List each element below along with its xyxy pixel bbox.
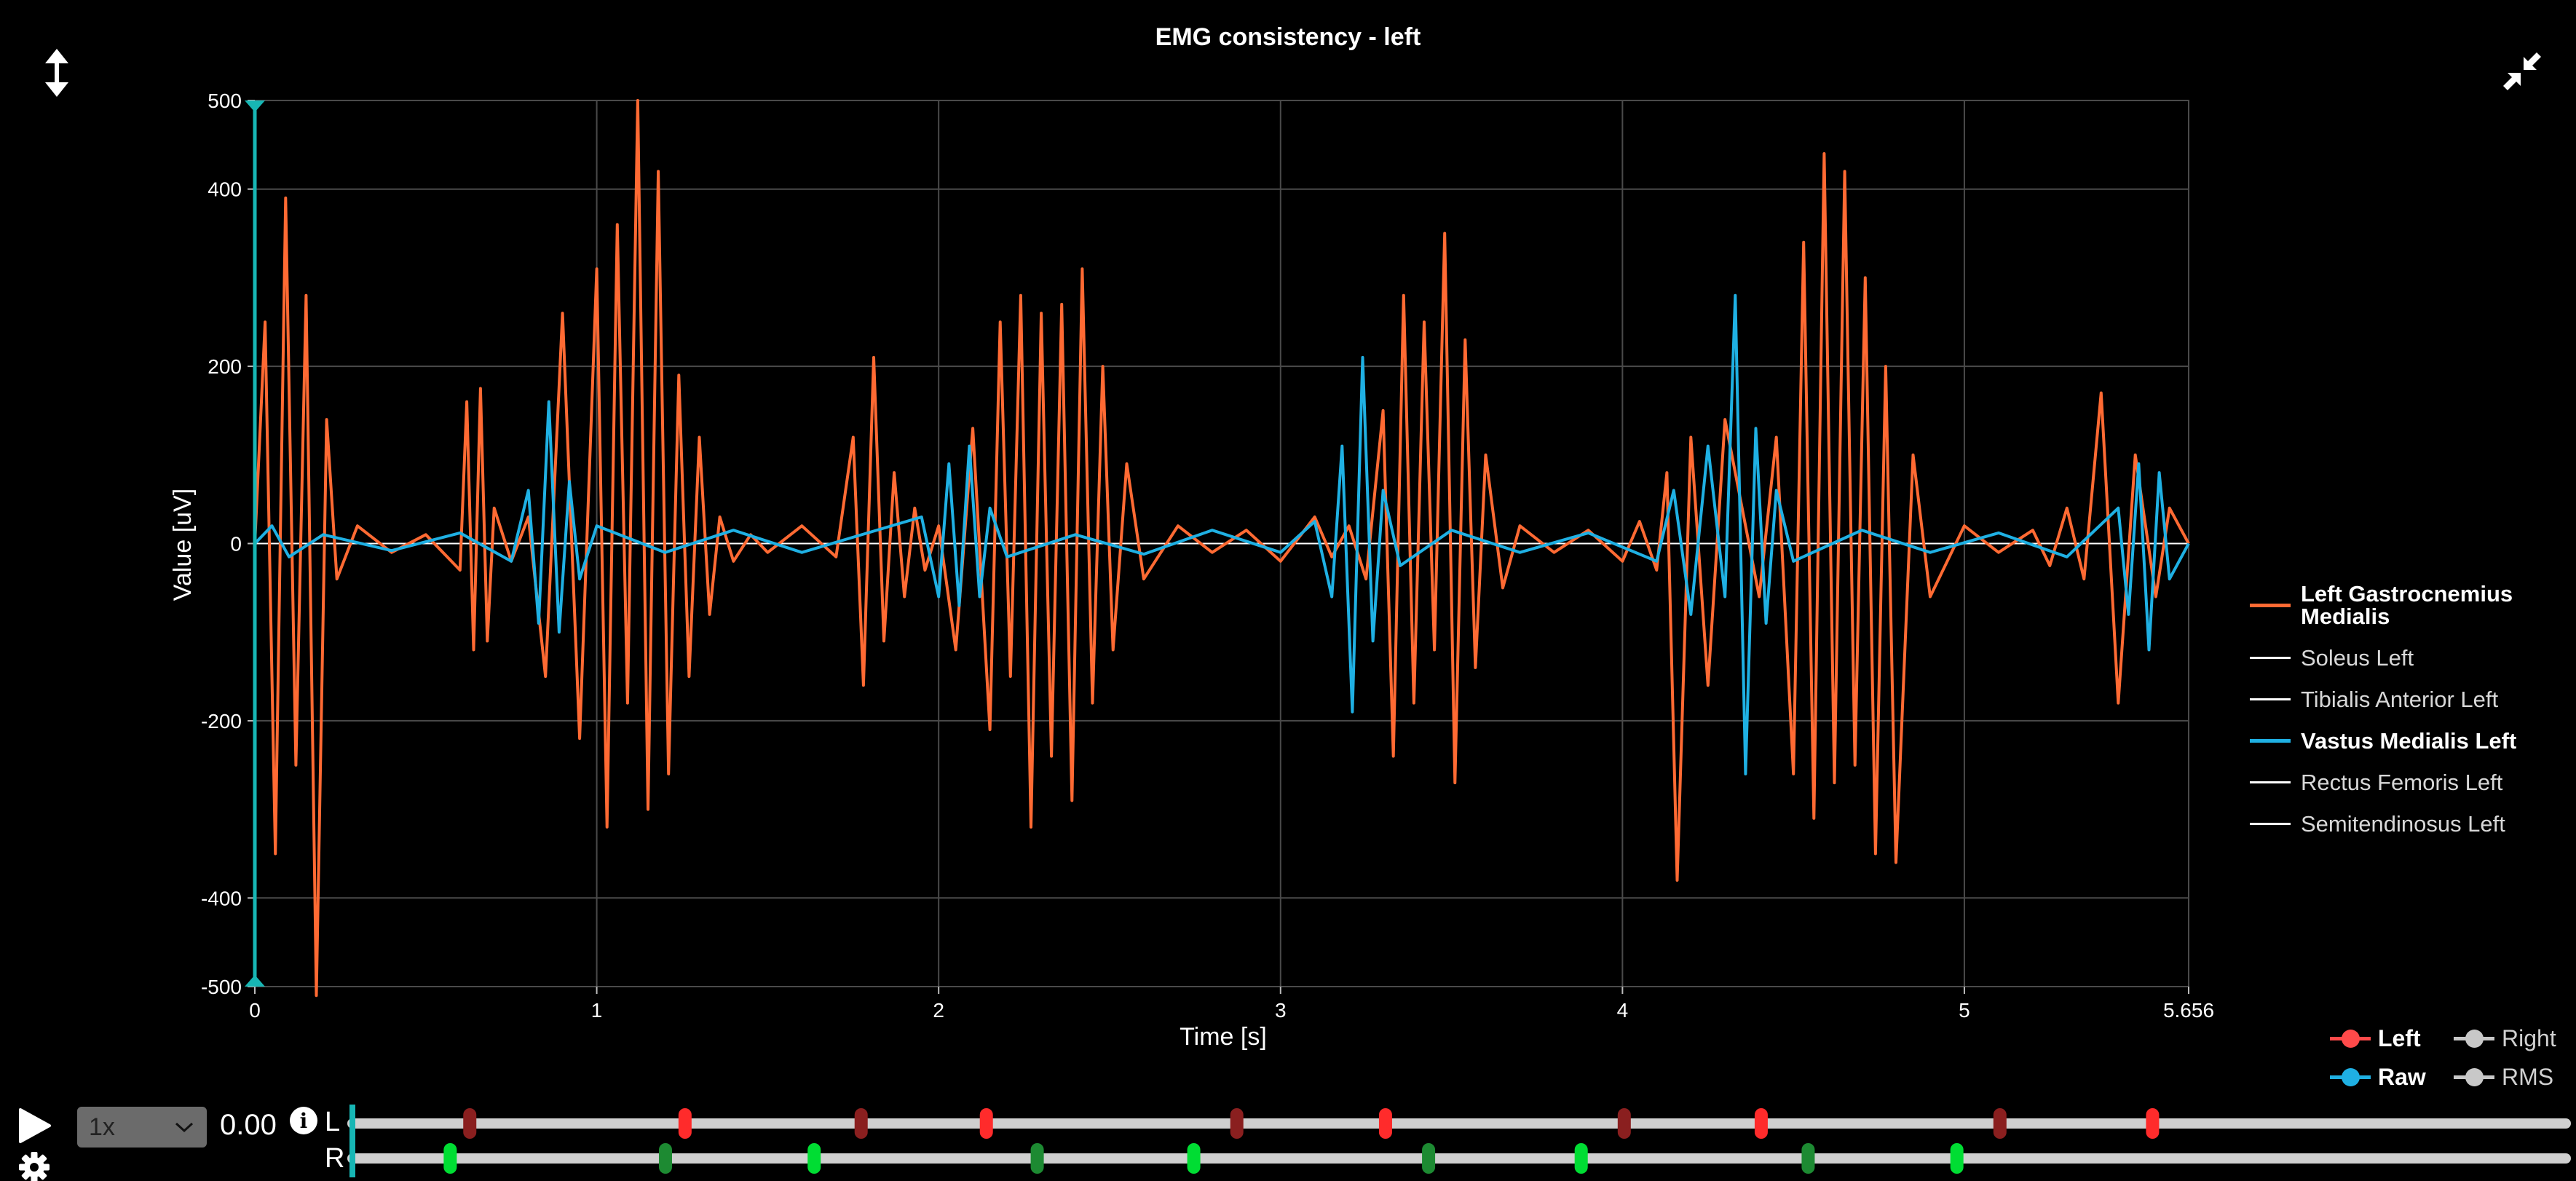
legend-swatch [2250, 739, 2291, 743]
series-line-left-gastrocnemius-medialis [253, 99, 2190, 998]
axes: 0 1 2 3 4 5 5.656 -500 -400 -200 0 200 400 500 [201, 90, 2214, 1022]
left-step-marker[interactable] [678, 1108, 692, 1139]
x-axis-label: Time [s] [1180, 1023, 1267, 1051]
right-step-marker[interactable] [658, 1143, 672, 1174]
mode-legend: Left Right Raw RMS [2330, 1025, 2570, 1091]
mode-label-right: Right [2502, 1025, 2556, 1051]
series-lines [253, 99, 2190, 998]
left-step-marker[interactable] [2146, 1108, 2160, 1139]
legend-label: Soleus Left [2301, 645, 2414, 671]
right-step-marker[interactable] [1801, 1143, 1815, 1174]
legend-item-semitendinosus[interactable]: Semitendinosus Left [2250, 813, 2570, 835]
y-tick-label: 0 [230, 533, 242, 556]
legend-swatch [2250, 698, 2291, 700]
chevron-down-icon [175, 1122, 194, 1133]
legend-swatch [2250, 657, 2291, 659]
left-step-marker[interactable] [1754, 1108, 1768, 1139]
playback-speed-select[interactable]: 1x [77, 1107, 207, 1148]
left-step-marker[interactable] [854, 1108, 868, 1139]
left-step-marker[interactable] [1230, 1108, 1244, 1139]
right-step-marker[interactable] [1030, 1143, 1044, 1174]
y-tick-label: -500 [201, 976, 242, 998]
y-tick-label: -200 [201, 710, 242, 732]
mode-label-left: Left [2378, 1025, 2421, 1051]
track-left-label: L [325, 1107, 341, 1137]
mode-line [2330, 1068, 2371, 1086]
legend-item-soleus[interactable]: Soleus Left [2250, 647, 2570, 669]
track-right-label: R [325, 1143, 345, 1174]
info-icon[interactable]: i [290, 1107, 317, 1134]
series-line-vastus-medialis-left [253, 293, 2190, 775]
legend-label: Semitendinosus Left [2301, 811, 2505, 837]
x-tick-label: 0 [249, 999, 261, 1022]
play-button[interactable] [16, 1107, 52, 1145]
playback-tracks[interactable] [347, 1105, 2571, 1177]
mode-line [2454, 1068, 2494, 1086]
settings-button[interactable] [17, 1150, 51, 1181]
y-tick-label: 200 [208, 355, 242, 378]
legend-label: Tibialis Anterior Left [2301, 687, 2499, 712]
cursor-handle-bottom[interactable] [245, 975, 265, 987]
legend-item-rectus[interactable]: Rectus Femoris Left [2250, 771, 2570, 794]
x-tick-label: 4 [1617, 999, 1629, 1022]
mode-dot [2342, 1068, 2360, 1086]
right-step-marker[interactable] [1422, 1143, 1436, 1174]
track-playhead[interactable] [349, 1105, 355, 1177]
left-step-marker[interactable] [463, 1108, 477, 1139]
legend-item-tibialis[interactable]: Tibialis Anterior Left [2250, 688, 2570, 711]
left-step-marker[interactable] [1993, 1108, 2007, 1139]
mode-dot [2465, 1030, 2484, 1048]
mode-label-rms: RMS [2502, 1064, 2554, 1090]
legend-item-gastrocnemius[interactable]: Left Gastrocnemius Medialis [2250, 582, 2570, 628]
legend-item-vastus[interactable]: Vastus Medialis Left [2250, 730, 2570, 752]
current-time: 0.00 [220, 1109, 277, 1141]
x-tick-label: 2 [933, 999, 944, 1022]
legend-label: Vastus Medialis Left [2301, 728, 2517, 754]
series-legend: Left Gastrocnemius Medialis Soleus Left … [2250, 582, 2570, 854]
mode-left-toggle[interactable]: Left [2330, 1025, 2454, 1052]
mode-label-raw: Raw [2378, 1064, 2426, 1090]
vertical-resize-icon[interactable] [28, 44, 86, 102]
x-tick-label: 3 [1275, 999, 1287, 1022]
y-tick-label: -400 [201, 887, 242, 909]
y-axis-label: Value [uV] [169, 489, 197, 601]
right-step-marker[interactable] [807, 1143, 821, 1174]
collapse-icon[interactable] [2493, 42, 2551, 100]
right-step-marker[interactable] [443, 1143, 457, 1174]
legend-label: Rectus Femoris Left [2301, 770, 2503, 795]
legend-swatch [2250, 823, 2291, 825]
y-tick-label: 500 [208, 90, 242, 112]
playback-speed-value: 1x [89, 1113, 115, 1141]
left-step-marker[interactable] [1617, 1108, 1631, 1139]
left-step-marker[interactable] [1378, 1108, 1392, 1139]
left-step-marker[interactable] [979, 1108, 993, 1139]
play-icon [19, 1108, 51, 1143]
legend-label: Left Gastrocnemius Medialis [2301, 581, 2513, 629]
x-tick-label: 5.656 [2163, 999, 2214, 1022]
mode-rms-toggle[interactable]: RMS [2454, 1064, 2570, 1091]
mode-line [2330, 1030, 2371, 1048]
mode-line [2454, 1030, 2494, 1048]
gear-icon [19, 1152, 50, 1181]
time-cursor[interactable] [245, 100, 265, 987]
mode-dot [2465, 1068, 2484, 1086]
legend-swatch [2250, 781, 2291, 783]
x-tick-label: 5 [1959, 999, 1970, 1022]
y-tick-label: 400 [208, 178, 242, 201]
chart-title: EMG consistency - left [1155, 23, 1421, 51]
right-step-marker[interactable] [1574, 1143, 1588, 1174]
legend-swatch [2250, 603, 2291, 607]
cursor-handle-top[interactable] [245, 100, 265, 112]
mode-raw-toggle[interactable]: Raw [2330, 1064, 2454, 1091]
right-step-marker[interactable] [1950, 1143, 1964, 1174]
mode-right-toggle[interactable]: Right [2454, 1025, 2570, 1052]
x-tick-label: 1 [591, 999, 603, 1022]
mode-dot [2342, 1030, 2360, 1048]
right-step-marker[interactable] [1187, 1143, 1201, 1174]
